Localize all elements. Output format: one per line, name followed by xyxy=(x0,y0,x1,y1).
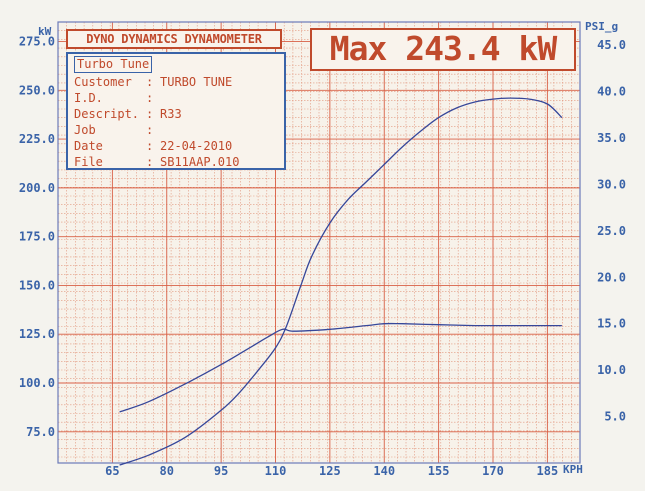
info-separator: : xyxy=(146,75,154,89)
x-tick-label: 125 xyxy=(319,464,341,478)
info-separator: : xyxy=(146,123,154,137)
left-tick-label: 100.0 xyxy=(19,376,55,390)
x-axis-unit: KPH xyxy=(563,463,583,476)
info-value: 22-04-2010 xyxy=(160,139,233,153)
info-row-job: Job : xyxy=(74,122,278,138)
info-label: I.D. xyxy=(74,91,103,105)
info-label: Date xyxy=(74,139,103,153)
left-tick-label: 150.0 xyxy=(19,278,55,292)
max-power-label: Max 243.4 kW xyxy=(310,28,576,71)
left-tick-label: 175.0 xyxy=(19,230,55,244)
left-tick-label: 200.0 xyxy=(19,181,55,195)
right-axis-ticks: 5.0 10.0 15.0 20.0 25.0 30.0 35.0 40.0 45.0 xyxy=(597,38,626,423)
x-tick-label: 140 xyxy=(373,464,395,478)
info-value: TURBO TUNE xyxy=(160,75,233,89)
dyno-header-title: DYNO DYNAMICS DYNAMOMETER xyxy=(66,29,282,49)
info-label: Descript. xyxy=(74,107,140,121)
x-tick-label: 170 xyxy=(482,464,504,478)
right-tick-label: 40.0 xyxy=(597,85,626,99)
info-row-id: I.D. : xyxy=(74,90,278,106)
right-tick-label: 15.0 xyxy=(597,317,626,331)
left-axis-ticks: 75.0 100.0 125.0 150.0 175.0 200.0 225.0 250.0 2… xyxy=(19,35,55,439)
info-row-customer: Customer : TURBO TUNE xyxy=(74,74,278,90)
info-row-file: File : SB11AAP.010 xyxy=(74,154,278,170)
power-curve-line xyxy=(119,97,563,466)
plot-frame xyxy=(57,21,581,464)
left-tick-label: 125.0 xyxy=(19,327,55,341)
x-tick-label: 95 xyxy=(214,464,228,478)
x-tick-label: 80 xyxy=(160,464,174,478)
info-separator: : xyxy=(146,155,154,169)
info-title: Turbo Tune xyxy=(74,56,153,73)
right-tick-label: 10.0 xyxy=(597,363,626,377)
info-label: File xyxy=(74,155,103,169)
run-info-box: Turbo Tune Customer : TURBO TUNE I.D. : … xyxy=(66,52,286,170)
info-value: SB11AAP.010 xyxy=(160,155,240,169)
info-separator: : xyxy=(146,91,154,105)
x-tick-label: 110 xyxy=(265,464,287,478)
left-tick-label: 250.0 xyxy=(19,83,55,97)
info-separator: : xyxy=(146,139,154,153)
right-tick-label: 20.0 xyxy=(597,270,626,284)
left-tick-label: 225.0 xyxy=(19,132,55,146)
boost-curve-line xyxy=(119,322,562,413)
right-tick-label: 5.0 xyxy=(604,410,626,424)
left-tick-label: 275.0 xyxy=(19,35,55,49)
x-tick-label: 185 xyxy=(537,464,559,478)
info-value: R33 xyxy=(160,107,182,121)
info-label: Job xyxy=(74,123,96,137)
series-layer xyxy=(119,97,563,466)
right-tick-label: 45.0 xyxy=(597,38,626,52)
left-tick-label: 75.0 xyxy=(26,425,55,439)
left-axis-unit: kW xyxy=(38,25,52,38)
info-separator: : xyxy=(146,107,154,121)
x-tick-label: 155 xyxy=(428,464,450,478)
x-tick-label: 65 xyxy=(105,464,119,478)
right-tick-label: 25.0 xyxy=(597,224,626,238)
x-axis-ticks: 65 80 95 110 125 140 155 170 185 xyxy=(105,464,558,478)
right-axis-unit: PSI_g xyxy=(585,20,618,33)
right-tick-label: 35.0 xyxy=(597,131,626,145)
info-label: Customer xyxy=(74,75,132,89)
info-row-date: Date : 22-04-2010 xyxy=(74,138,278,154)
info-row-descript: Descript. : R33 xyxy=(74,106,278,122)
right-tick-label: 30.0 xyxy=(597,177,626,191)
